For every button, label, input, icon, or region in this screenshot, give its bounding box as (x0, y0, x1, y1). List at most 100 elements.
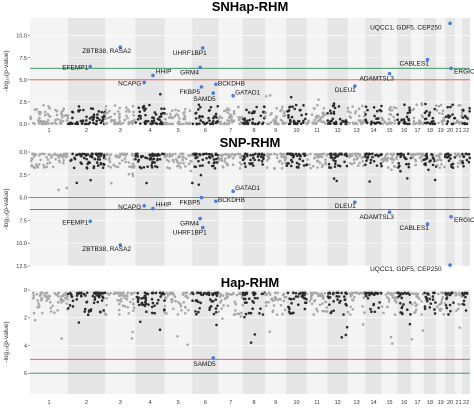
snp-point (287, 305, 290, 309)
chromosome-label: 6 (204, 400, 207, 406)
snp-point (66, 306, 70, 310)
snp-point (93, 157, 97, 161)
snp-point (134, 121, 138, 124)
snp-point (223, 160, 227, 163)
snp-point (406, 111, 410, 115)
snp-point (248, 162, 251, 165)
chromosome-band (105, 152, 136, 266)
snp-point (95, 291, 99, 295)
snp-point (150, 311, 154, 315)
snp-point (440, 163, 443, 166)
gene-label: ADAMTSL3 (360, 214, 395, 221)
snp-point (408, 111, 412, 114)
chromosome-label: 9 (274, 128, 277, 134)
snp-point (63, 153, 66, 156)
chromosome-label: 4 (148, 400, 151, 406)
snp-point (140, 297, 143, 300)
snp-point (98, 310, 102, 314)
snp-point (199, 173, 203, 177)
snp-point (125, 297, 129, 301)
snp-point (313, 118, 316, 122)
snp-point (303, 154, 307, 158)
snp-point (51, 304, 54, 308)
snp-point (233, 309, 237, 312)
snp-point (168, 155, 172, 158)
snp-point (364, 155, 367, 158)
snp-point (310, 113, 314, 116)
chromosome-band (242, 18, 266, 124)
snp-point (64, 296, 67, 300)
snp-point (391, 161, 394, 164)
snp-point (331, 104, 335, 108)
snp-point (94, 152, 98, 156)
snp-point (232, 112, 236, 115)
snp-point (401, 292, 405, 296)
snp-point (145, 181, 148, 185)
snp-point (365, 159, 368, 163)
snp-point (310, 302, 314, 306)
snp-point (238, 122, 241, 126)
gene-point (151, 206, 155, 211)
snp-point (437, 104, 441, 108)
snp-point (42, 163, 45, 167)
chromosome-label: 17 (414, 128, 420, 134)
snp-point (358, 161, 361, 165)
chromosome-label: 12 (335, 400, 341, 406)
snp-point (97, 152, 101, 156)
snp-point (48, 115, 52, 118)
snp-point (325, 154, 328, 157)
snp-point (460, 111, 464, 114)
y-tick-label: 10.0 (16, 34, 27, 40)
snp-point (369, 161, 372, 165)
snp-point (118, 162, 121, 165)
snp-point (326, 295, 330, 298)
snp-point (406, 152, 410, 156)
snp-point (244, 165, 247, 168)
snp-point (41, 291, 44, 295)
snp-point (298, 153, 302, 157)
snp-point (201, 164, 204, 167)
snp-point (92, 121, 95, 125)
snp-point (361, 305, 364, 308)
snp-point (62, 107, 66, 110)
snp-point (324, 161, 327, 164)
chromosome-label: 22 (463, 400, 469, 406)
snp-point (48, 107, 52, 110)
snp-point (42, 103, 45, 107)
snp-point (163, 121, 167, 124)
snp-point (349, 111, 352, 114)
snp-point (437, 292, 440, 296)
snp-point (151, 291, 155, 295)
snp-point (96, 113, 99, 116)
snp-point (318, 294, 322, 298)
snp-point (271, 309, 275, 313)
snp-point (321, 295, 325, 299)
snp-point (393, 291, 396, 295)
snp-point (47, 294, 50, 298)
snp-point (261, 163, 264, 166)
y-tick-label: 4 (24, 343, 27, 349)
snp-point (37, 122, 41, 125)
snp-point (181, 152, 185, 156)
snp-point (256, 155, 260, 158)
snp-point (219, 301, 222, 304)
snp-point (342, 295, 346, 298)
snp-point (266, 159, 269, 162)
snp-point (214, 307, 218, 310)
snp-point (382, 311, 385, 315)
snp-point (290, 115, 294, 119)
snp-point (440, 300, 443, 303)
snp-point (213, 167, 217, 170)
snp-point (223, 157, 227, 160)
snp-point (313, 156, 317, 160)
snp-point (61, 155, 65, 159)
snp-point (399, 169, 402, 173)
snp-point (423, 111, 427, 115)
snp-point (315, 307, 318, 311)
snp-point (371, 152, 374, 156)
snp-point (225, 292, 228, 296)
snp-point (136, 298, 140, 302)
snp-point (296, 295, 300, 298)
snp-point (364, 119, 368, 122)
snp-point (31, 157, 34, 161)
